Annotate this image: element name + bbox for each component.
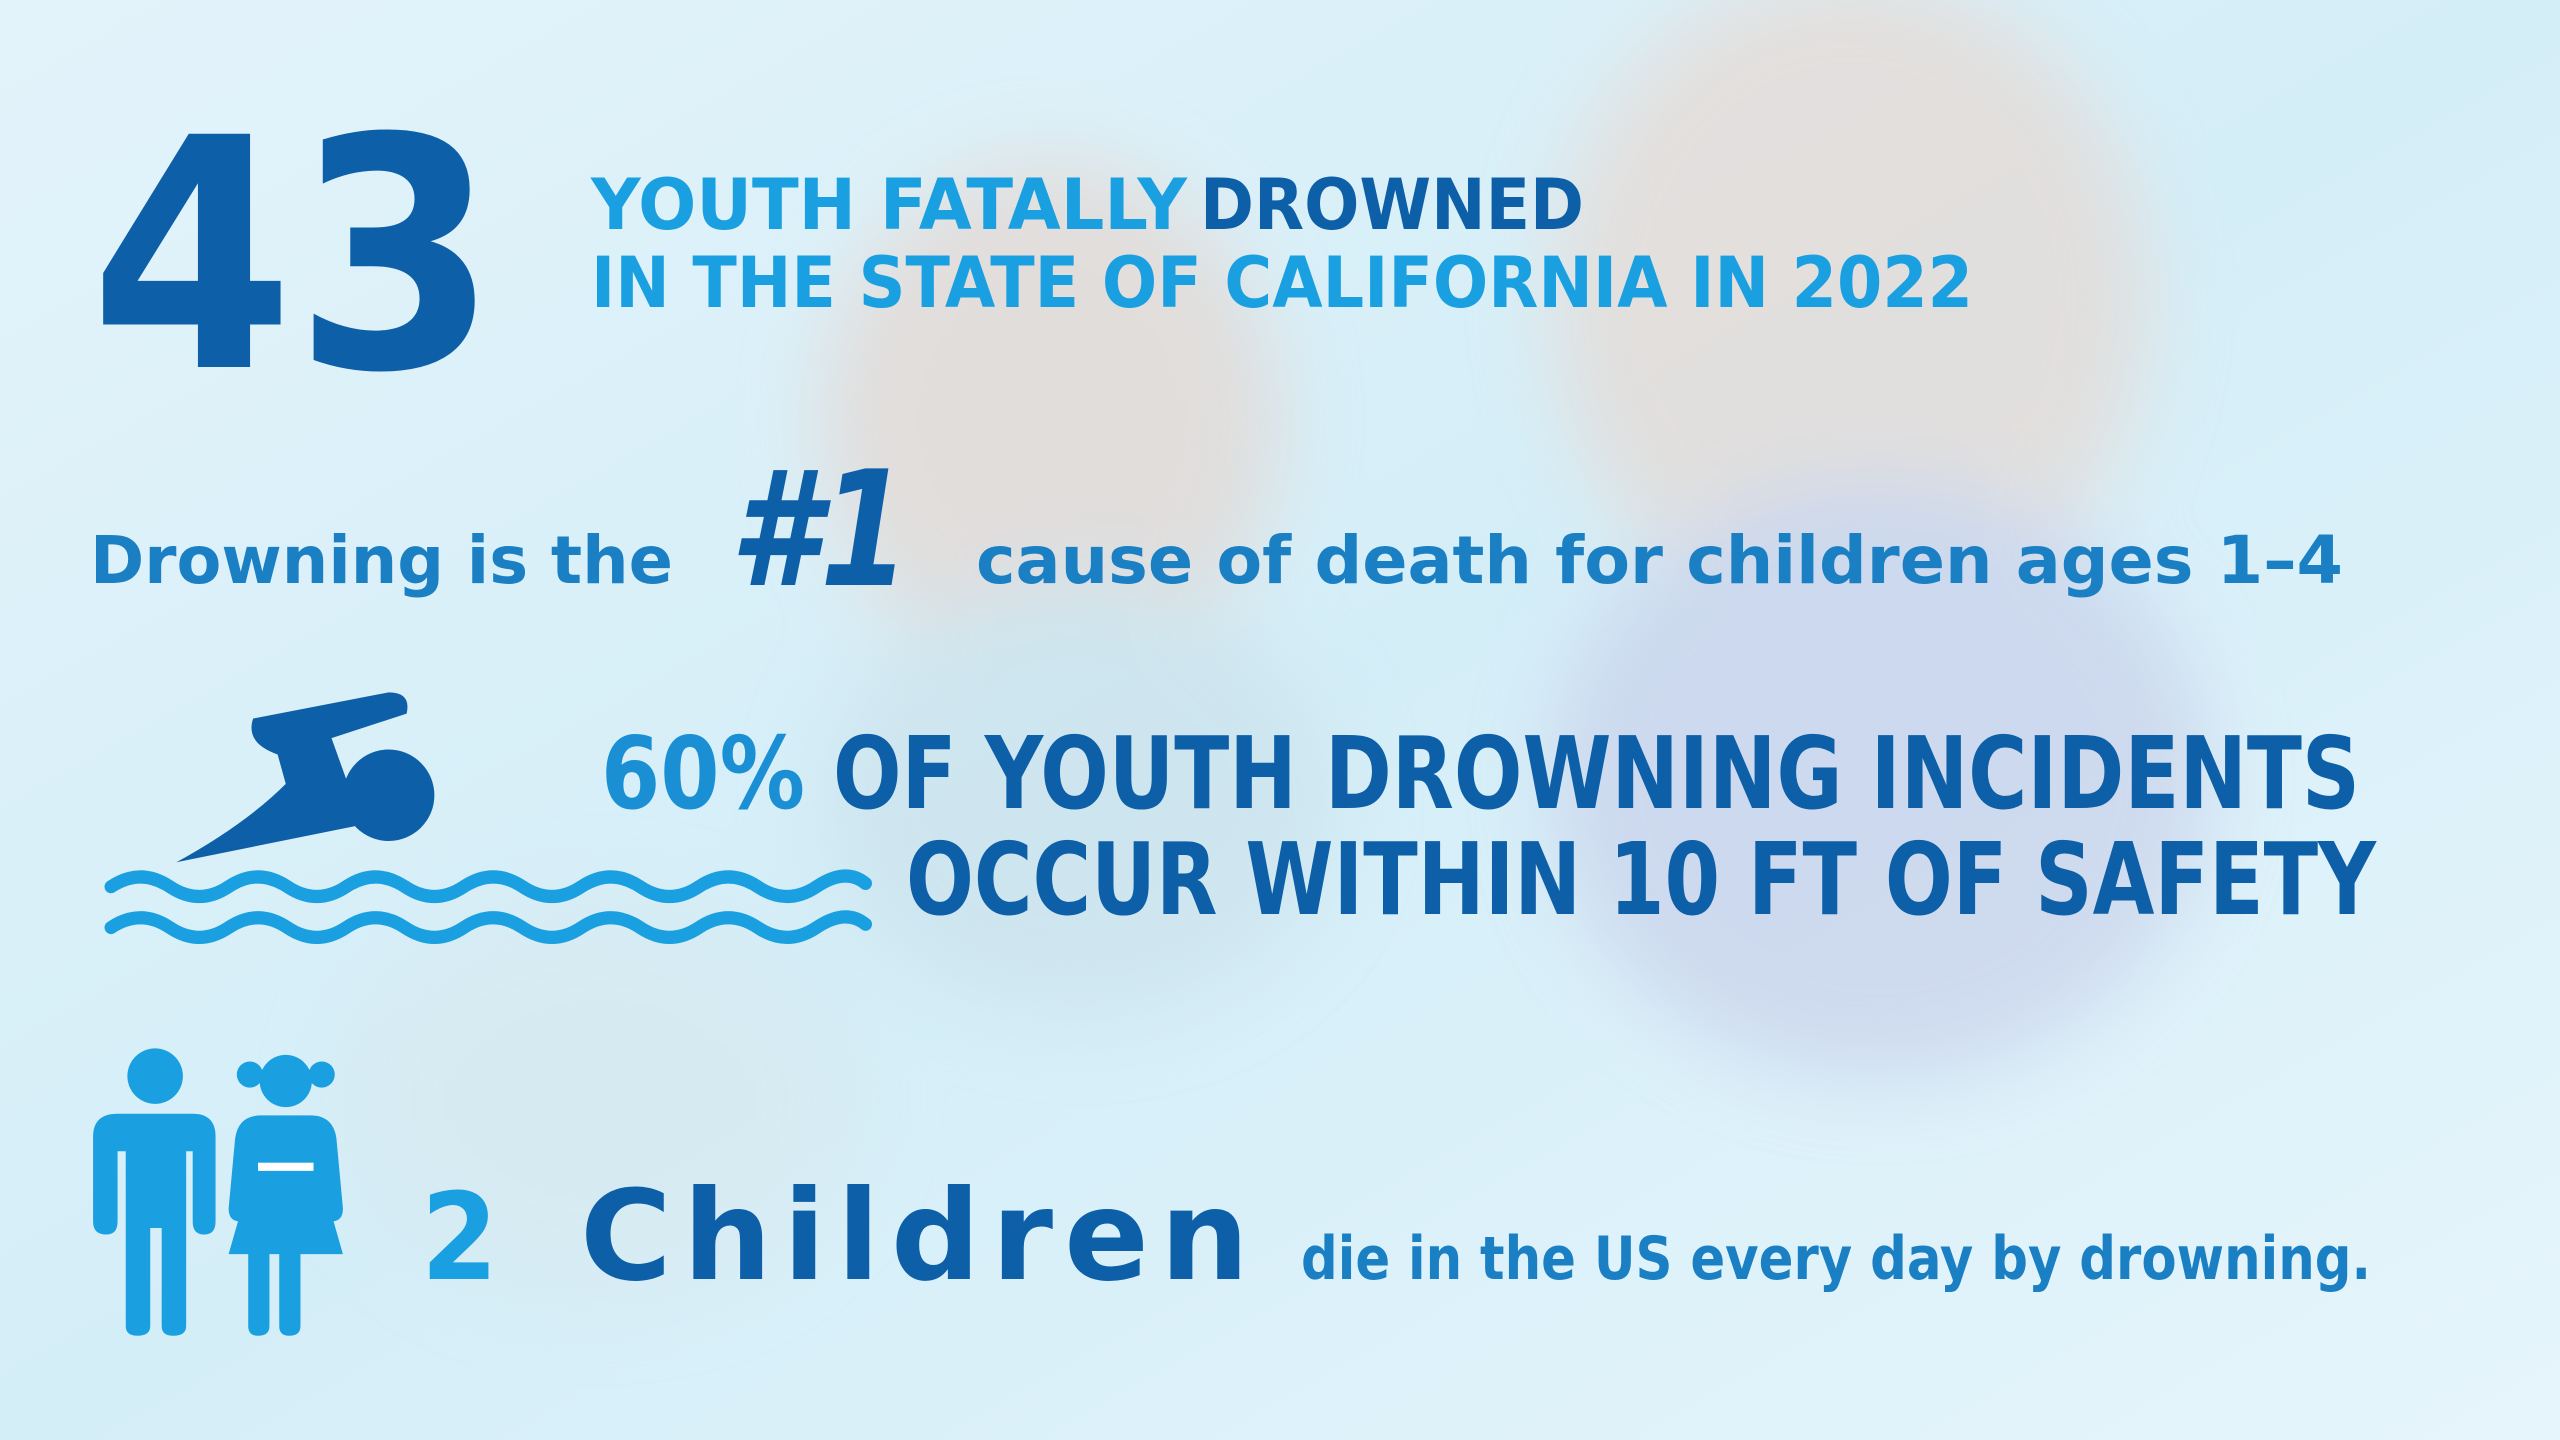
total-line1-light: YOUTH FATALLY [590,164,1188,246]
total-number: 43 [90,71,498,443]
total-line1-dark: DROWNED [1200,164,1584,246]
rank-before: Drowning is the [90,522,673,599]
daily-text: die in the US every day by drowning. [1301,1224,2371,1294]
distance-line1: OF YOUTH DROWNING INCIDENTS [833,715,2360,832]
distance-line2: OCCUR WITHIN 10 FT OF SAFETY [906,821,2377,938]
background-photo [340,0,2210,1300]
children-icon [93,1048,343,1336]
total-line2: IN THE STATE OF CALIFORNIA IN 2022 [591,242,1973,324]
rank-after: cause of death for children ages 1–4 [976,522,2343,599]
daily-number: 2 [421,1169,498,1308]
rank-number: #1 [730,436,910,623]
distance-percent: 60% [601,715,805,832]
swimmer-icon [104,692,873,944]
daily-unit: Children [580,1164,1249,1309]
